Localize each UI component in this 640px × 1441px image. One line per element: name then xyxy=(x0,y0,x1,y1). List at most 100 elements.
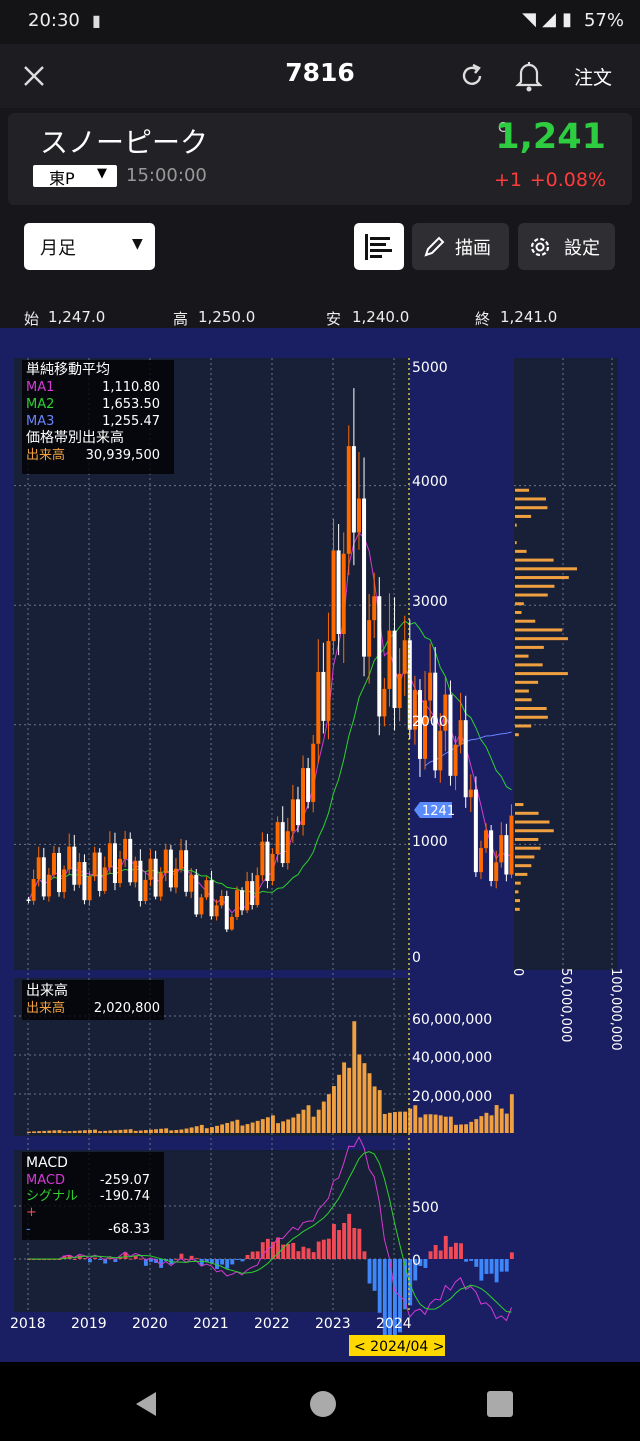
back-icon[interactable] xyxy=(134,1390,160,1418)
macd-histogram-bar xyxy=(326,1238,331,1259)
volume-bar xyxy=(342,1062,347,1133)
macd-histogram-bar xyxy=(93,1257,97,1259)
cursor-date-box[interactable] xyxy=(349,1335,445,1356)
volume-profile-bar xyxy=(515,864,532,868)
volume-bar xyxy=(311,1116,316,1133)
volume-bar xyxy=(189,1127,194,1133)
volume-profile-bar xyxy=(515,637,568,641)
macd-histogram-bar xyxy=(281,1244,286,1259)
price-tick: 1000 xyxy=(412,834,448,850)
volume-bar xyxy=(408,1108,413,1133)
refresh-icon[interactable] xyxy=(458,62,486,90)
macd-histogram-bar xyxy=(210,1259,214,1264)
high-value: 1,250.0 xyxy=(198,308,256,326)
macd-histogram-bar xyxy=(225,1259,230,1269)
macd-histogram-bar xyxy=(347,1213,352,1259)
page-title: 7816 xyxy=(285,58,355,87)
candle-body xyxy=(301,768,306,826)
volume-profile-bar xyxy=(515,829,554,833)
volume-profile-bar xyxy=(515,576,569,580)
battery-icon: ▮ xyxy=(562,9,572,30)
volume-bar xyxy=(296,1113,301,1133)
candle-body xyxy=(351,446,356,533)
candle-body xyxy=(189,874,194,892)
volume-bar xyxy=(260,1119,265,1133)
volume-bar xyxy=(337,1074,341,1133)
volume-bar xyxy=(509,1094,514,1133)
macd-histogram-bar xyxy=(408,1259,413,1306)
macd-minus-value: -68.33 xyxy=(108,1222,150,1237)
macd-histogram-bar xyxy=(199,1259,204,1266)
candle-body xyxy=(412,690,417,730)
macd-histogram-bar xyxy=(62,1255,67,1259)
settings-label: 設定 xyxy=(564,238,600,259)
volume-bar xyxy=(57,1130,62,1133)
volume-bar xyxy=(393,1112,397,1133)
macd-histogram-bar xyxy=(306,1248,311,1259)
volume-bar xyxy=(174,1129,179,1133)
macd-histogram-bar xyxy=(98,1259,103,1260)
volume-bar xyxy=(82,1130,87,1133)
volume-tick: 60,000,000 xyxy=(412,1012,492,1028)
recents-icon[interactable] xyxy=(487,1391,513,1417)
candle-body xyxy=(260,841,265,876)
macd-histogram-bar xyxy=(474,1259,479,1267)
macd-histogram-bar xyxy=(494,1259,499,1283)
macd-histogram-bar xyxy=(159,1259,164,1268)
signal-line xyxy=(28,1151,512,1313)
candle-body xyxy=(97,852,102,891)
macd-histogram-bar xyxy=(271,1241,275,1259)
volume-profile-bar xyxy=(515,890,519,894)
volume-profile-toggle-button[interactable] xyxy=(354,223,404,270)
macd-histogram-bar xyxy=(113,1259,118,1263)
vp-tick: 0 xyxy=(510,968,525,976)
candle-body xyxy=(118,858,123,884)
macd-histogram-bar xyxy=(321,1239,326,1259)
macd-histogram-bar xyxy=(337,1230,341,1259)
signal-value: -190.74 xyxy=(100,1189,150,1204)
wifi-icon: ◥ xyxy=(522,9,536,30)
volume-bar xyxy=(499,1108,504,1133)
chart-area[interactable]: 5000 4000 3000 2000 1000 0 1241 0 50,000… xyxy=(0,328,640,1362)
period-select[interactable]: 月足 ▼ xyxy=(24,223,155,270)
volume-bar xyxy=(352,1021,357,1133)
candle-body xyxy=(478,848,483,873)
volume-bar xyxy=(62,1131,67,1133)
candle-body xyxy=(484,830,489,849)
low-value: 1,240.0 xyxy=(352,308,410,326)
draw-button[interactable]: 描画 xyxy=(412,223,509,270)
volume-bar xyxy=(240,1125,245,1133)
macd-histogram-bar xyxy=(387,1259,392,1344)
macd-histogram-bar xyxy=(484,1259,489,1274)
pencil-icon xyxy=(424,236,445,257)
price-tick: 4000 xyxy=(412,474,448,490)
candle-body xyxy=(438,730,443,771)
ma2-label: MA2 xyxy=(26,397,54,412)
volume-bar xyxy=(433,1114,438,1133)
candle-body xyxy=(367,620,372,657)
candle-body xyxy=(275,822,280,854)
order-button[interactable]: 注文 xyxy=(574,67,613,89)
market-select[interactable]: 東P ▼ xyxy=(33,165,117,188)
volume-profile-bar xyxy=(515,724,532,728)
candle-body xyxy=(468,789,473,798)
volume-bar xyxy=(72,1130,77,1133)
candle-body xyxy=(423,700,428,759)
macd-histogram-bar xyxy=(174,1258,179,1260)
settings-button[interactable]: 設定 xyxy=(518,223,615,270)
volume-profile-bar xyxy=(515,567,577,571)
macd-histogram-bar xyxy=(342,1222,347,1259)
volume-profile-bar xyxy=(515,645,544,649)
volume-profile-bar xyxy=(515,541,517,545)
close-icon[interactable] xyxy=(22,64,46,88)
volume-profile-bar xyxy=(515,680,539,684)
candle-body xyxy=(280,822,285,864)
stock-chart[interactable]: 5000 4000 3000 2000 1000 0 1241 0 50,000… xyxy=(0,328,640,1362)
volume-bar xyxy=(276,1123,280,1133)
battery-level: 57% xyxy=(583,10,624,31)
volume-bars xyxy=(27,1021,514,1133)
candle-body xyxy=(250,881,255,906)
macd-histogram-bar xyxy=(367,1259,372,1284)
bell-icon[interactable] xyxy=(515,60,543,92)
home-icon[interactable] xyxy=(309,1390,337,1418)
